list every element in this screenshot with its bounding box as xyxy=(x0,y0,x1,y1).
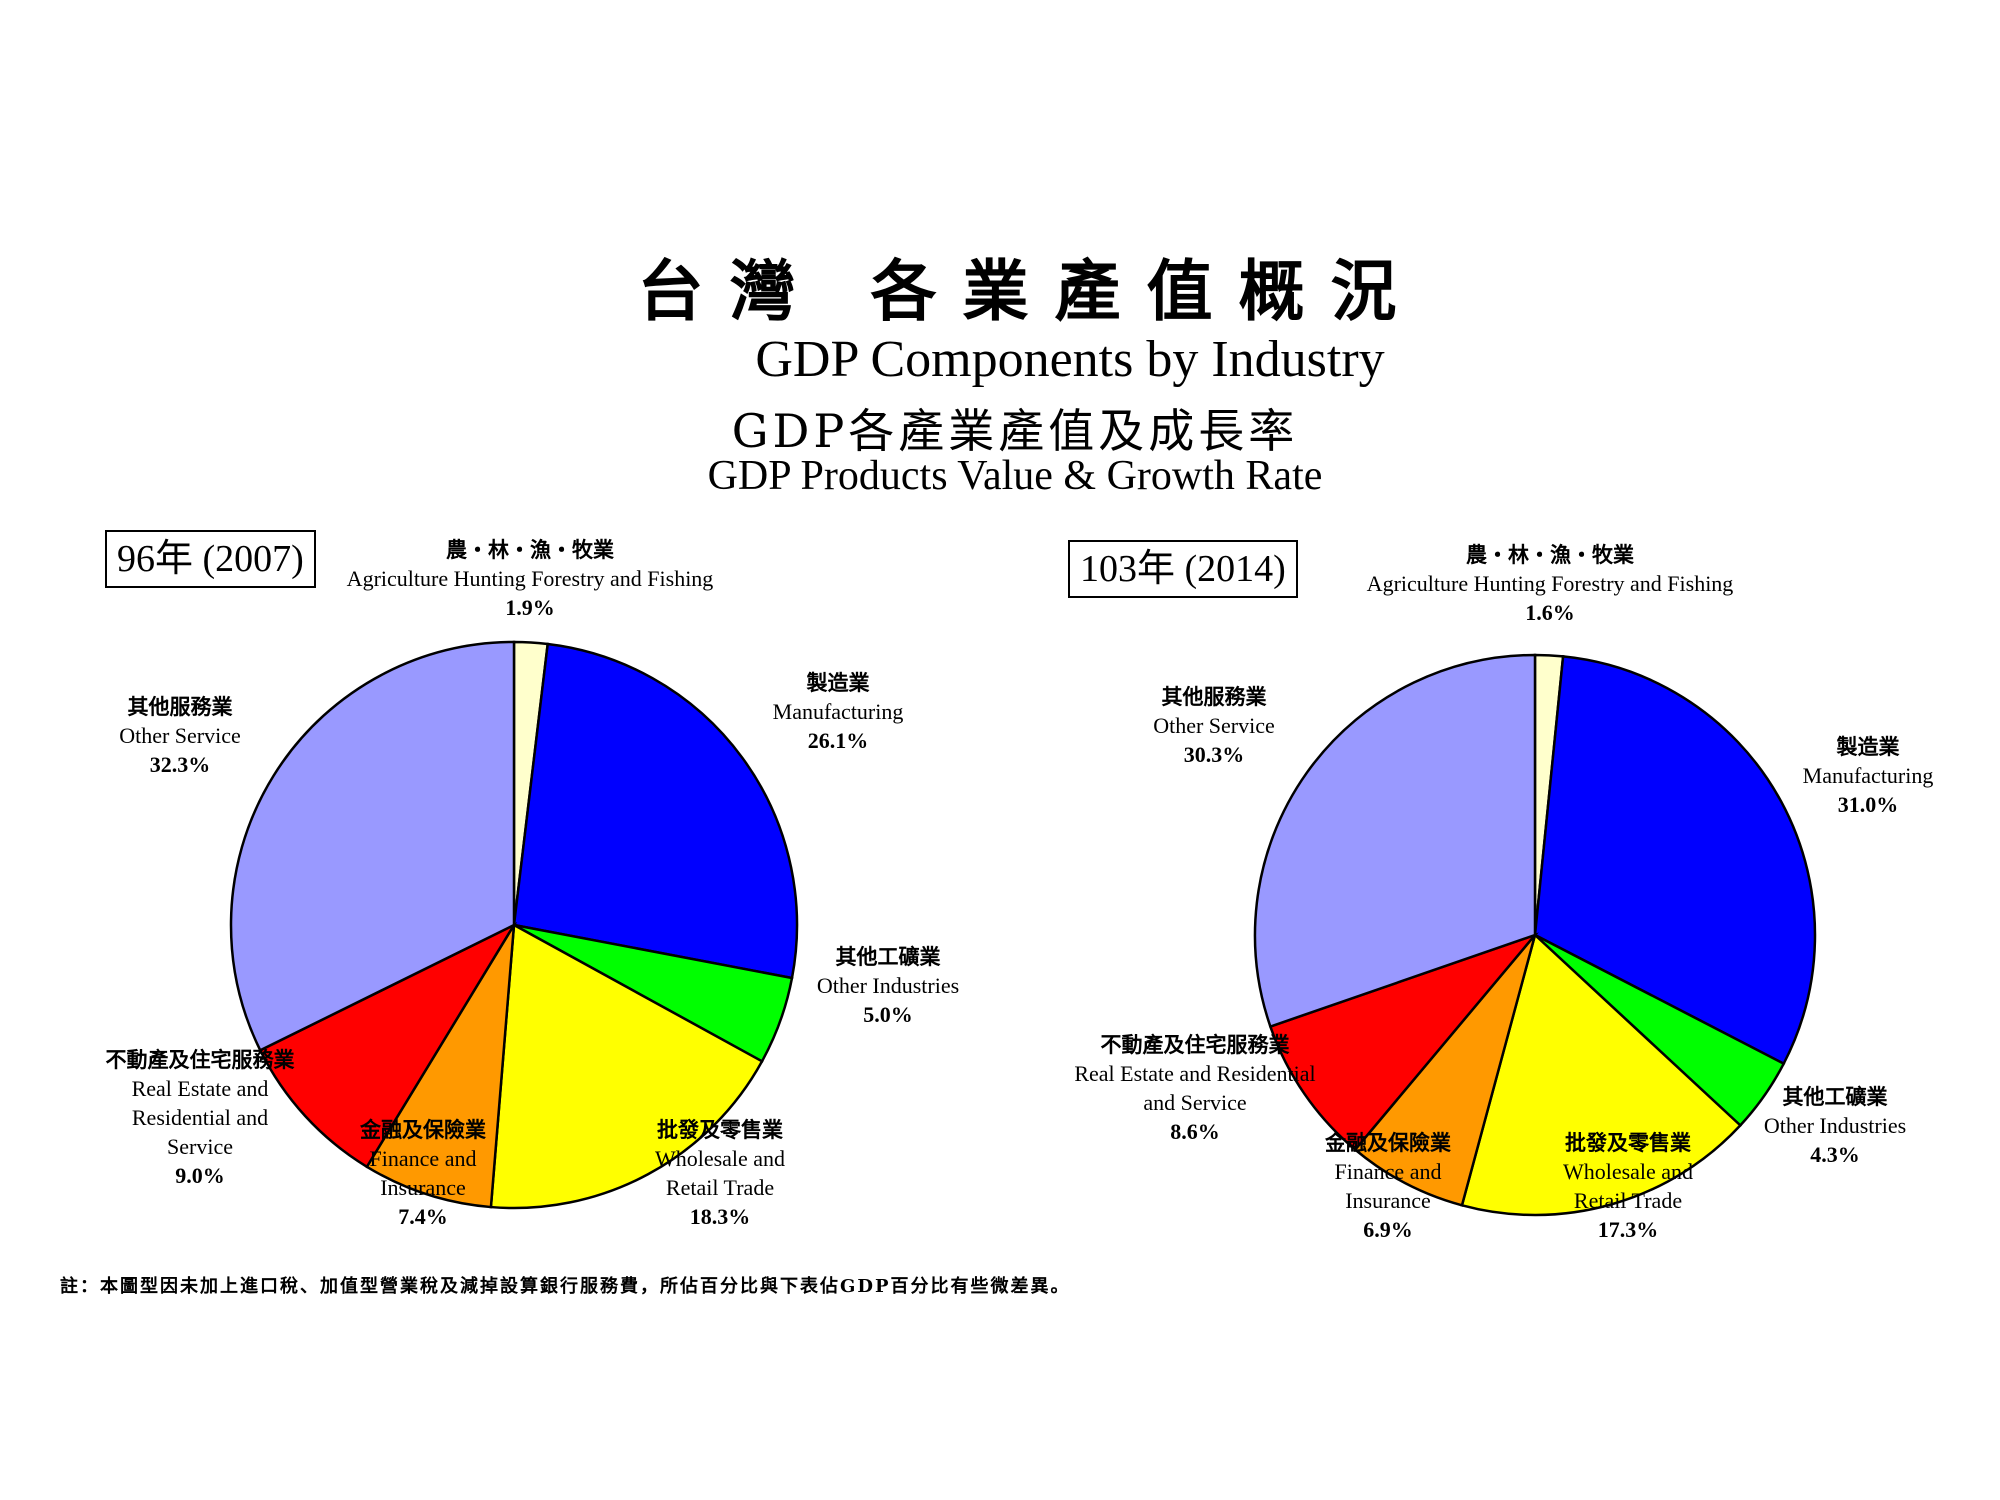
slice-label-en: Real Estate and Residential xyxy=(1074,1061,1316,1086)
slice-label-percent: 18.3% xyxy=(689,1204,751,1229)
slice-label-zh: 不動產及住宅服務業 xyxy=(1100,1032,1290,1057)
subtitle-zh: GDP各產業產值及成長率 xyxy=(731,404,1299,458)
pie-chart-2014 xyxy=(1253,653,1817,1217)
slice-label-manufacturing: 製造業 Manufacturing 31.0% xyxy=(1803,732,1934,819)
slice-label-other-industries: 其他工礦業 Other Industries 4.3% xyxy=(1764,1082,1906,1169)
slice-label-percent: 31.0% xyxy=(1837,792,1899,817)
slice-label-agriculture: 農・林・漁・牧業 Agriculture Hunting Forestry and… xyxy=(347,535,714,622)
slice-label-zh: 農・林・漁・牧業 xyxy=(1465,542,1634,567)
pie-chart-2007 xyxy=(229,640,799,1210)
slice-label-en: and Service xyxy=(1143,1090,1247,1115)
slice-label-other-industries: 其他工礦業 Other Industries 5.0% xyxy=(817,942,959,1029)
pie-slice-manufacturing xyxy=(512,642,799,980)
slice-label-zh: 製造業 xyxy=(806,670,870,695)
slice-label-zh: 不動產及住宅服務業 xyxy=(105,1047,295,1072)
slice-label-manufacturing: 製造業 Manufacturing 26.1% xyxy=(773,668,904,755)
slice-label-percent: 1.9% xyxy=(505,595,555,620)
slice-label-en: Wholesale and xyxy=(1562,1159,1694,1184)
slice-label-en: Retail Trade xyxy=(1573,1188,1683,1213)
slice-label-en: Finance and xyxy=(369,1146,477,1171)
pie-slice-other-service xyxy=(229,640,516,1052)
pie-slice-manufacturing xyxy=(1533,655,1817,1066)
slice-label-percent: 30.3% xyxy=(1183,742,1245,767)
slice-label-en: Insurance xyxy=(1345,1188,1431,1213)
slice-label-zh: 製造業 xyxy=(1836,734,1900,759)
slice-label-zh: 其他服務業 xyxy=(127,694,233,719)
slice-label-percent: 9.0% xyxy=(175,1163,225,1188)
slice-label-en: Wholesale and xyxy=(654,1146,786,1171)
slice-label-agriculture: 農・林・漁・牧業 Agriculture Hunting Forestry and… xyxy=(1367,540,1734,627)
slice-label-other-service: 其他服務業 Other Service 32.3% xyxy=(119,692,241,779)
subtitle-en: GDP Products Value & Growth Rate xyxy=(707,453,1323,499)
slice-label-en: Agriculture Hunting Forestry and Fishing xyxy=(346,566,714,591)
slice-label-zh: 金融及保險業 xyxy=(360,1117,486,1142)
slice-label-zh: 批發及零售業 xyxy=(656,1117,783,1142)
year-label-2014: 103年 (2014) xyxy=(1068,540,1298,598)
footnote: 註：本圖型因未加上進口稅、加值型營業稅及減掉設算銀行服務費，所佔百分比與下表佔G… xyxy=(60,1276,1071,1297)
slice-label-en: Manufacturing xyxy=(1802,763,1934,788)
pie-slice-real-estate xyxy=(258,921,518,1169)
slice-label-real-estate: 不動產及住宅服務業 Real Estate and Residential and … xyxy=(1074,1030,1315,1146)
slice-label-en: Other Service xyxy=(119,723,241,748)
pie-slice-other-service xyxy=(1253,653,1537,1029)
slice-label-zh: 其他服務業 xyxy=(1161,684,1267,709)
slice-label-wholesale-retail: 批發及零售業 Wholesale and Retail Trade 18.3% xyxy=(655,1115,785,1231)
slice-label-en: Insurance xyxy=(380,1175,466,1200)
slice-label-percent: 5.0% xyxy=(863,1002,913,1027)
slice-label-real-estate: 不動產及住宅服務業 Real Estate and Residential and S… xyxy=(106,1045,295,1190)
slice-label-en: Finance and xyxy=(1334,1159,1442,1184)
page-title-zh: 台灣 各業產值概況 xyxy=(637,252,1423,330)
slice-label-zh: 其他工礦業 xyxy=(835,944,941,969)
slice-label-percent: 32.3% xyxy=(149,752,211,777)
slice-label-percent: 17.3% xyxy=(1597,1217,1659,1242)
slice-label-en: Manufacturing xyxy=(772,699,904,724)
slice-label-finance: 金融及保險業 Finance and Insurance 7.4% xyxy=(360,1115,486,1231)
slice-label-en: Service xyxy=(167,1134,233,1159)
slice-label-percent: 7.4% xyxy=(398,1204,448,1229)
slice-label-en: Other Industries xyxy=(1763,1113,1907,1138)
slice-label-percent: 1.6% xyxy=(1525,600,1575,625)
pie-slice-wholesale-retail xyxy=(1460,932,1743,1217)
page-title-en: GDP Components by Industry xyxy=(755,331,1385,388)
pie-slice-wholesale-retail xyxy=(489,922,764,1210)
slice-label-zh: 金融及保險業 xyxy=(1325,1130,1451,1155)
slice-label-en: Other Service xyxy=(1153,713,1275,738)
slice-label-finance: 金融及保險業 Finance and Insurance 6.9% xyxy=(1325,1128,1451,1244)
slice-label-en: Residential and xyxy=(131,1105,269,1130)
slice-label-en: Agriculture Hunting Forestry and Fishing xyxy=(1366,571,1734,596)
pie-slice-finance xyxy=(365,924,516,1209)
slice-label-zh: 其他工礦業 xyxy=(1782,1084,1888,1109)
pie-slice-real-estate xyxy=(1268,932,1539,1152)
pie-slice-finance xyxy=(1353,934,1537,1207)
slice-label-percent: 8.6% xyxy=(1170,1119,1220,1144)
slice-label-zh: 批發及零售業 xyxy=(1564,1130,1691,1155)
slice-label-percent: 26.1% xyxy=(807,728,869,753)
slice-label-other-service: 其他服務業 Other Service 30.3% xyxy=(1153,682,1275,769)
year-label-2007: 96年 (2007) xyxy=(105,530,316,588)
slice-label-wholesale-retail: 批發及零售業 Wholesale and Retail Trade 17.3% xyxy=(1563,1128,1693,1244)
slice-label-en: Real Estate and xyxy=(131,1076,269,1101)
slice-label-percent: 6.9% xyxy=(1363,1217,1413,1242)
slice-label-zh: 農・林・漁・牧業 xyxy=(445,537,614,562)
slice-label-en: Retail Trade xyxy=(665,1175,775,1200)
slice-label-en: Other Industries xyxy=(816,973,960,998)
slice-label-percent: 4.3% xyxy=(1810,1142,1860,1167)
